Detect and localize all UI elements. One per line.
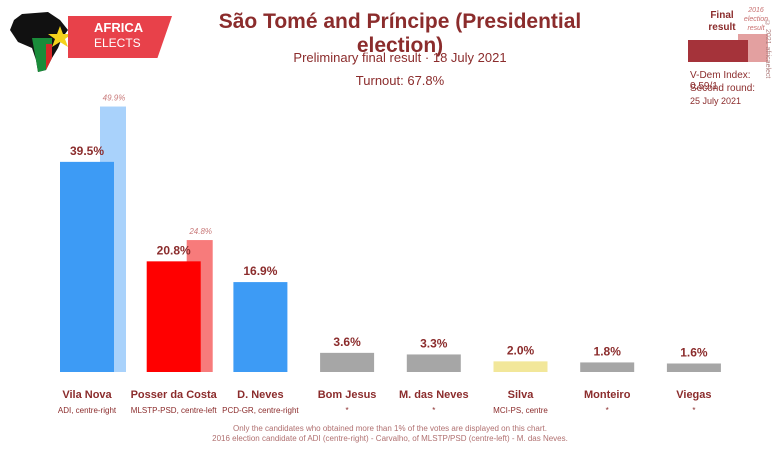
logo-text-elects: ELECTS [94, 36, 141, 50]
second-round-date: 25 July 2021 [690, 96, 742, 106]
party-label-2: PCD-GR, centre-right [222, 406, 299, 415]
value-label-3: 3.6% [333, 335, 361, 349]
bar-1 [146, 261, 201, 372]
value-label-5: 2.0% [507, 343, 535, 357]
legend-previous-label: 2016 election result [743, 7, 769, 32]
bar-0 [60, 161, 114, 372]
value-label-2: 16.9% [243, 264, 277, 278]
legend: 2016 election result Final result V-Dem … [680, 6, 780, 116]
page-subtitle: Preliminary final result · 18 July 2021 [293, 50, 507, 65]
party-label-3: * [346, 406, 349, 415]
africa-map-icon [10, 12, 72, 72]
category-label-4: M. das Neves [399, 389, 469, 401]
category-label-1: Posser da Costa [131, 389, 218, 401]
bar-4 [406, 354, 461, 372]
bar-6 [580, 362, 635, 372]
category-label-5: Silva [508, 389, 535, 401]
party-label-6: * [606, 406, 609, 415]
category-label-2: D. Neves [237, 389, 283, 401]
legend-final-label: Final result [708, 10, 736, 33]
category-label-7: Viegas [676, 389, 711, 401]
value-label-6: 1.8% [594, 344, 622, 358]
footnote-line-1: Only the candidates who obtained more th… [233, 424, 547, 433]
category-label-3: Bom Jesus [318, 389, 377, 401]
vdem-index: V-Dem Index: 0.59/1 [690, 70, 751, 92]
party-label-0: ADI, centre-right [58, 406, 117, 415]
page-title: São Tomé and Príncipe (Presidential elec… [218, 10, 582, 57]
category-label-6: Monteiro [584, 389, 631, 401]
africa-elects-logo: AFRICA ELECTS [8, 8, 172, 78]
footnote-line-2: 2016 election candidate of ADI (centre-r… [212, 434, 568, 443]
value-label-4: 3.3% [420, 336, 448, 350]
previous-value-label-0: 49.9% [103, 94, 126, 103]
legend-final-swatch [688, 40, 748, 62]
party-label-5: MCI-PS, centre [493, 406, 548, 415]
credit-text: © 2021 africaelect [764, 20, 771, 79]
bar-2 [233, 282, 288, 372]
party-label-1: MLSTP-PSD, centre-left [131, 406, 218, 415]
bar-5 [493, 361, 548, 372]
category-label-0: Vila Nova [62, 389, 112, 401]
value-label-0: 39.5% [70, 144, 104, 158]
logo-text-africa: AFRICA [94, 20, 144, 35]
previous-value-label-1: 24.8% [188, 227, 212, 236]
footnote: Only the candidates who obtained more th… [100, 424, 680, 444]
value-label-1: 20.8% [157, 243, 191, 257]
bar-3 [320, 352, 375, 372]
bar-7 [666, 363, 721, 372]
party-label-4: * [432, 406, 435, 415]
turnout-text: Turnout: 67.8% [355, 73, 445, 88]
value-label-7: 1.6% [680, 345, 708, 359]
second-round-label: Second round: [690, 83, 756, 94]
logo-banner [68, 16, 172, 58]
party-label-7: * [692, 406, 695, 415]
